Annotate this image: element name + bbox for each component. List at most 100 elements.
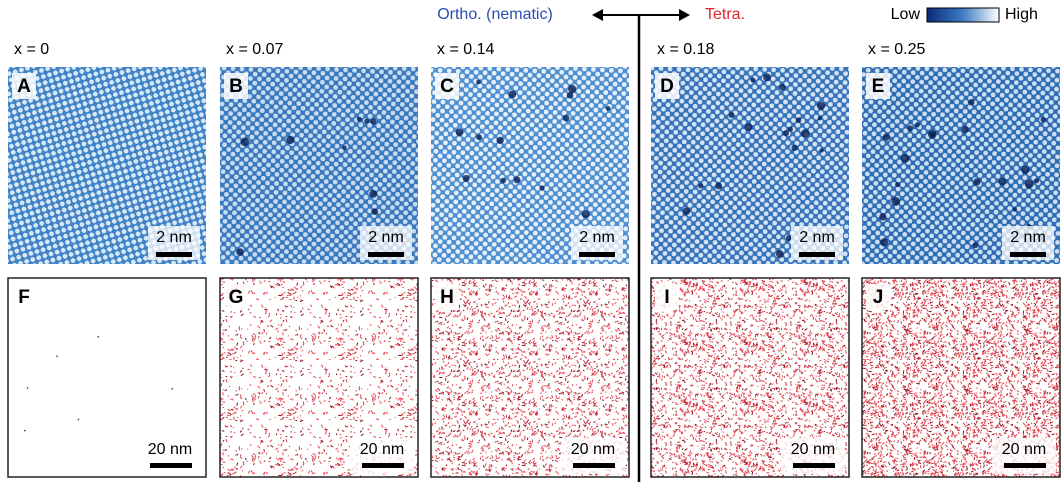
page: Ortho. (nematic) Tetra. Low High x = 0 A 2… xyxy=(0,0,1063,482)
defect xyxy=(801,129,810,138)
defect xyxy=(930,131,936,137)
defect xyxy=(357,117,362,122)
panel-letter: B xyxy=(229,76,243,97)
defect xyxy=(476,134,482,140)
colorbar-high: High xyxy=(1005,6,1038,23)
panel-letter: I xyxy=(664,287,669,308)
ortho-label: Ortho. (nematic) xyxy=(437,6,553,23)
defect xyxy=(880,238,888,246)
scale-label: 20 nm xyxy=(1002,441,1046,458)
scale-bar xyxy=(793,463,835,468)
defect xyxy=(729,112,735,118)
defect xyxy=(786,235,792,241)
defect xyxy=(582,210,590,218)
x-label: x = 0.25 xyxy=(868,41,925,58)
dot xyxy=(97,336,99,338)
colorbar xyxy=(927,8,999,22)
defect xyxy=(364,119,369,124)
x-label: x = 0.14 xyxy=(437,41,494,58)
defect xyxy=(883,134,890,141)
defect xyxy=(788,127,793,132)
panel-letter: D xyxy=(660,76,674,97)
defect xyxy=(891,197,900,206)
defect xyxy=(915,122,920,127)
panel-letter: G xyxy=(229,287,244,308)
defect xyxy=(968,99,974,105)
defect xyxy=(715,182,722,189)
defect xyxy=(879,213,886,220)
defect xyxy=(683,207,691,215)
defect xyxy=(698,183,703,188)
defect xyxy=(763,73,771,81)
panel-letter: C xyxy=(440,76,454,97)
defect xyxy=(796,117,801,122)
panel-letter: A xyxy=(17,76,31,97)
defect xyxy=(286,136,294,144)
defect xyxy=(1034,178,1039,183)
panel-letter: J xyxy=(873,287,884,308)
defect xyxy=(563,115,570,122)
panel-letter: E xyxy=(872,76,885,97)
defect xyxy=(1041,117,1046,122)
defect xyxy=(508,90,516,98)
x-label: x = 0.07 xyxy=(226,41,283,58)
defect xyxy=(236,248,244,256)
defect xyxy=(819,148,823,152)
scale-bar xyxy=(362,463,404,468)
dot xyxy=(27,387,29,389)
defect xyxy=(907,125,913,131)
scale-label: 2 nm xyxy=(1010,229,1046,246)
defect xyxy=(606,106,611,111)
scale-label: 2 nm xyxy=(799,229,835,246)
panel-letter: F xyxy=(18,287,30,308)
x-label: x = 0.18 xyxy=(657,41,714,58)
scale-bar xyxy=(156,252,192,257)
defect xyxy=(1021,166,1029,174)
scale-bar xyxy=(799,252,835,257)
defect xyxy=(972,242,978,248)
scale-label: 20 nm xyxy=(148,441,192,458)
defect xyxy=(973,178,980,185)
defect xyxy=(568,85,576,93)
defect xyxy=(513,176,520,183)
defect xyxy=(476,80,481,85)
scale-bar xyxy=(1010,252,1046,257)
dot xyxy=(171,388,173,390)
scale-bar xyxy=(573,463,615,468)
defect xyxy=(567,92,574,99)
defect xyxy=(342,145,347,150)
defect xyxy=(371,208,378,215)
defect xyxy=(463,175,470,182)
defect xyxy=(895,182,900,187)
colorbar-low: Low xyxy=(891,6,921,23)
defect xyxy=(783,130,789,136)
defect xyxy=(962,126,969,133)
scale-bar xyxy=(1004,463,1046,468)
defect xyxy=(539,185,544,190)
scale-label: 20 nm xyxy=(360,441,404,458)
defect xyxy=(901,154,910,163)
dot xyxy=(56,355,58,357)
defect xyxy=(456,128,464,136)
tetra-label: Tetra. xyxy=(705,6,745,23)
defect xyxy=(999,178,1007,186)
defect xyxy=(817,102,825,110)
panel-letter: H xyxy=(440,287,454,308)
defect xyxy=(496,137,503,144)
defect xyxy=(779,84,786,91)
scale-bar xyxy=(368,252,404,257)
defect xyxy=(776,250,784,258)
x-label: x = 0 xyxy=(14,41,49,58)
defect xyxy=(1025,180,1034,189)
defect xyxy=(370,118,376,124)
defect xyxy=(500,178,506,184)
defect xyxy=(240,138,249,147)
defect xyxy=(745,123,753,131)
defect xyxy=(818,116,822,120)
dot xyxy=(24,430,26,432)
defect xyxy=(1013,207,1017,211)
scale-label: 20 nm xyxy=(571,441,615,458)
scale-label: 20 nm xyxy=(791,441,835,458)
scale-label: 2 nm xyxy=(156,229,192,246)
scale-label: 2 nm xyxy=(368,229,404,246)
